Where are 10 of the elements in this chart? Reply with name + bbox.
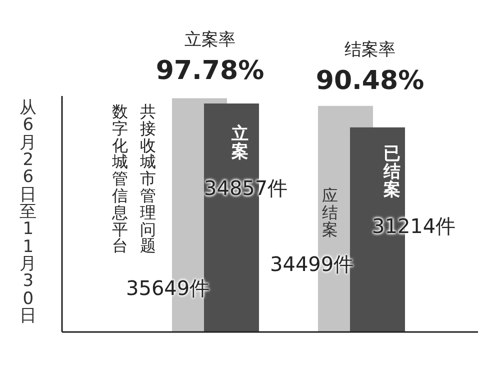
text: 97.78%	[156, 56, 264, 86]
annotation: 立案	[230, 124, 250, 162]
text: 90.48%	[316, 66, 424, 96]
text: 共接收城市管理问题	[140, 102, 156, 256]
text: 从6月26日至11月30日	[20, 98, 37, 326]
text: 数字化城管信息平台	[112, 102, 128, 256]
text: 立案率	[184, 30, 236, 50]
annotation: 应结案	[321, 186, 339, 239]
text: 结案率	[344, 40, 396, 60]
annotation: 已结案	[382, 144, 402, 200]
